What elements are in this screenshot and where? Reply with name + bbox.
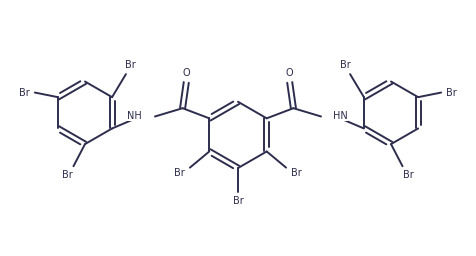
Text: Br: Br xyxy=(446,88,456,98)
Text: Br: Br xyxy=(62,170,73,180)
Text: O: O xyxy=(286,68,294,78)
Text: Br: Br xyxy=(174,168,185,178)
Text: Br: Br xyxy=(291,168,302,178)
Text: HN: HN xyxy=(333,111,347,121)
Text: O: O xyxy=(182,68,190,78)
Text: NH: NH xyxy=(127,111,142,121)
Text: Br: Br xyxy=(125,60,136,70)
Text: Br: Br xyxy=(403,170,414,180)
Text: Br: Br xyxy=(233,196,243,206)
Text: Br: Br xyxy=(340,60,351,70)
Text: Br: Br xyxy=(20,88,30,98)
